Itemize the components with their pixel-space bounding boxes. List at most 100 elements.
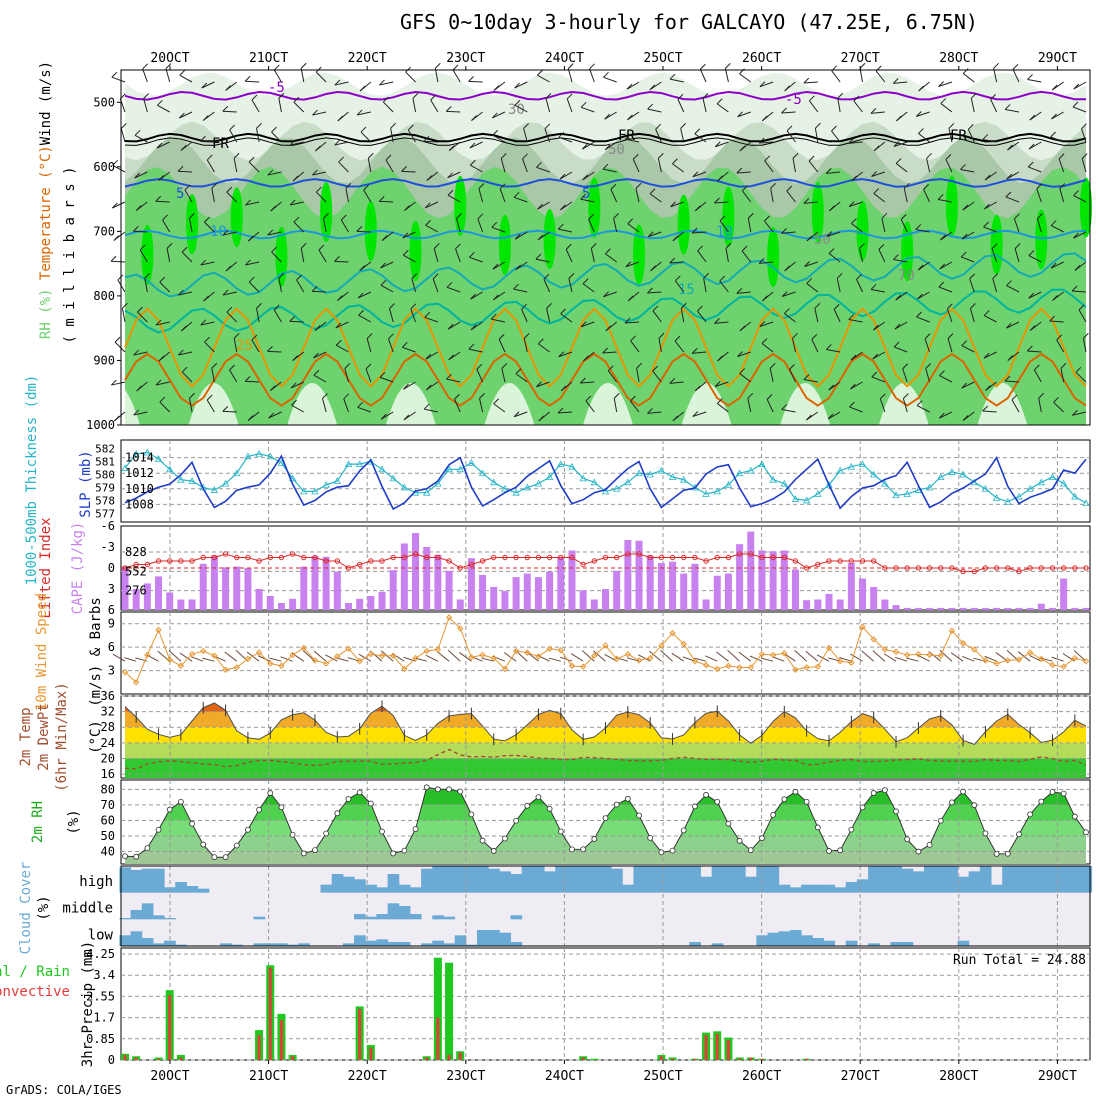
wind-barb [590,242,597,249]
cloud-bar [387,903,400,920]
cape-bar [825,593,833,610]
wind-barb [603,291,617,298]
wind-barb [245,199,251,206]
cloud-bar [823,940,836,946]
cloud-bar [711,943,724,946]
wind-barb [545,93,552,99]
wind-barb [121,308,126,323]
slp-line [124,454,1087,511]
thickness-point [545,473,554,481]
wind-speed-point [200,647,207,655]
lifted-index-point [748,551,754,557]
wind-barb [947,303,953,310]
wind-barb [200,261,215,266]
wind-barb [926,158,931,173]
y-tick-label: 0.85 [86,1032,115,1046]
wind-barb [278,278,282,293]
wind-barb [537,74,550,83]
wind-barb [602,163,609,170]
cloud-bar [890,942,903,946]
rh-cell [186,194,199,255]
wind-barb [1004,104,1011,110]
wind-barb [311,285,318,292]
wind-barb [493,85,500,91]
wind-barb [990,93,996,100]
wind-barb [719,215,726,222]
wind-barb [273,69,282,83]
wind-barb [580,321,587,328]
cape-bar [680,573,688,610]
thickness-point [769,475,777,483]
wind-barb [312,290,327,293]
wind-barb [918,85,925,92]
wind-barb [719,280,729,293]
wind-barb [603,71,609,78]
wind-barb [278,92,285,99]
lifted-index-point [982,565,989,571]
cloud-bar [1058,866,1070,893]
wind-barb [536,166,550,173]
y-tick-label: 500 [93,95,115,109]
wind-barb [717,398,723,404]
cloud-bar [152,943,165,946]
wind-barb [447,194,461,203]
rh-point [446,786,452,793]
lifted-index-point [234,554,240,561]
wind-barb [134,172,141,179]
wind-barb [873,188,880,194]
wind-barb [803,77,810,84]
wind-barb [736,288,743,294]
wind-barb [924,333,931,340]
wind-barb [772,656,785,662]
wind-barb [1050,262,1057,269]
cloud-bar [957,940,970,946]
wind-barb [134,134,148,143]
cloud-bar [454,866,467,893]
cape-bar [993,607,1001,610]
wind-barb [206,394,213,401]
wind-barb [334,81,349,86]
wind-barb [113,415,120,422]
wind-speed-point [546,645,553,652]
convective-bar [715,1033,719,1060]
wind-barb [120,123,127,129]
wind-barb [693,657,707,662]
cloud-bar [387,874,400,893]
x-tick-label: 29OCT [1038,51,1077,66]
wind-barb [970,92,977,99]
wind-barb [692,171,699,178]
wind-barb [566,93,573,100]
wind-barb [792,338,796,353]
cape-bar [624,540,632,610]
temp-band [125,703,1086,712]
cloud-bar [488,930,500,946]
wind-barb [1006,285,1020,293]
thickness-point [557,460,565,468]
wind-barb [1083,332,1089,339]
wind-speed-point [457,625,464,632]
wind-barb [365,363,372,370]
wind-barb [982,138,997,143]
convective-bar [749,1057,753,1060]
thickness-point [1004,497,1012,505]
wind-barb [448,145,455,151]
rh-point [222,854,229,861]
cloud-bar [454,935,467,946]
wind-barb [588,213,594,220]
wind-barb [692,411,699,417]
cloud-bar [365,884,377,893]
wind-barb [649,193,662,203]
cloud-bar [834,887,847,893]
thickness-point [613,484,621,492]
wind-barb [719,220,729,233]
lifted-index-point [569,554,575,561]
y-tick-label: 579 [95,481,115,494]
cape-bar [501,591,509,610]
wind-barb [159,401,171,413]
cape-bar [948,607,956,610]
thickness-point [881,479,889,487]
thickness-point [758,460,766,468]
wind-barb [423,135,430,142]
convective-bar [257,1035,261,1060]
wind-barb [357,406,372,413]
